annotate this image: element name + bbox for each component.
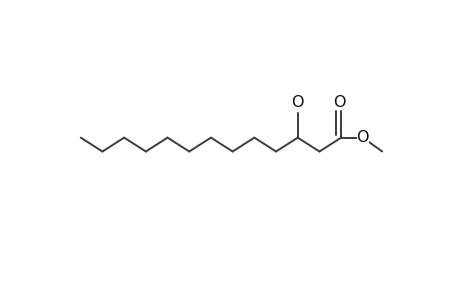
Text: O: O (356, 130, 368, 145)
Text: O: O (291, 95, 303, 110)
Text: O: O (333, 95, 345, 110)
